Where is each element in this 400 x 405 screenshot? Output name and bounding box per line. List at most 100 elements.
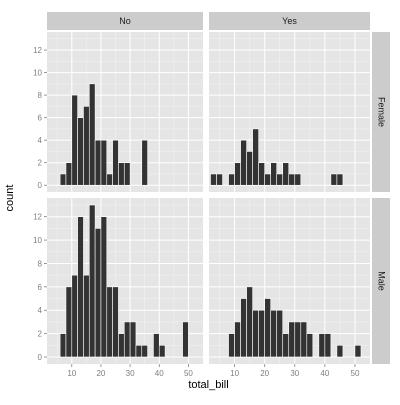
x-tick-label: 40 — [155, 369, 164, 378]
panel-female-yes-bar — [330, 173, 338, 186]
y-tick-label: 2 — [38, 330, 43, 339]
panel-male-no-bar — [123, 321, 131, 358]
x-tick-label: 30 — [290, 369, 299, 378]
panel-female-no-bar — [59, 173, 67, 186]
panel-female-no-bar — [65, 162, 73, 186]
panel-male-yes-bar — [324, 333, 332, 358]
panel-female-yes-bar — [264, 173, 271, 186]
panel-female-yes-background — [209, 32, 370, 192]
panel-male-yes-bar — [300, 321, 308, 358]
panel-female-yes-bar — [258, 162, 265, 186]
y-tick-label: 6 — [38, 114, 43, 123]
y-tick-label: 0 — [38, 353, 43, 362]
panel-male-no-bar — [94, 228, 102, 358]
y-tick-label: 6 — [38, 283, 43, 292]
y-tick-label: 8 — [38, 91, 43, 100]
strip-top-yes — [209, 12, 370, 30]
panel-female-yes-bar — [288, 173, 296, 186]
panel-male-no-bar — [65, 286, 73, 358]
y-tick-label: 12 — [33, 46, 42, 55]
panel-male-yes-bar — [294, 321, 302, 358]
panel-male-no-bar — [88, 204, 96, 358]
panel-male-yes-bar — [288, 321, 296, 358]
panel-male-no-bar — [106, 286, 113, 358]
strip-right-female — [372, 32, 390, 192]
panel-male-no-bar — [112, 286, 119, 358]
panel-female-no-bar — [88, 83, 96, 186]
x-tick-label: 50 — [184, 369, 193, 378]
strip-top-label-yes: Yes — [282, 16, 297, 26]
strip-right-label-female: Female — [377, 97, 387, 127]
panel-male-no-bar — [100, 216, 108, 358]
panel-female-yes-bar — [228, 173, 235, 186]
panel-female-yes-bar — [270, 162, 278, 186]
y-tick-label: 12 — [33, 213, 42, 222]
x-tick-label: 50 — [351, 369, 360, 378]
panel-male-yes-bar — [246, 286, 253, 358]
panel-female-yes-bar — [294, 173, 302, 186]
y-tick-label: 4 — [38, 306, 43, 315]
panel-female-yes-bar — [216, 173, 223, 186]
panel-female-no-bar — [141, 139, 148, 186]
panel-female-yes-bar — [240, 139, 247, 186]
x-tick-label: 10 — [230, 369, 239, 378]
panel-female-no-bar — [77, 117, 84, 186]
panel-female-yes-bar — [282, 162, 290, 186]
panel-male-no-bar — [118, 333, 125, 358]
panel-male-no-bar — [77, 216, 84, 358]
panel-male-yes-bar — [270, 309, 278, 358]
panel-male-yes-bar — [354, 344, 362, 358]
panel-male-no-bar — [129, 321, 137, 358]
panel-male-no-bar — [158, 344, 166, 358]
x-tick-label: 20 — [96, 369, 105, 378]
strip-right-male — [372, 198, 390, 364]
y-tick-label: 2 — [38, 159, 43, 168]
panel-male-no-bar — [71, 274, 78, 358]
panel-male-yes-bar — [282, 333, 290, 358]
y-tick-label: 10 — [33, 236, 42, 245]
panel-male-yes-bar — [264, 298, 271, 358]
panel-female-no-bar — [100, 139, 108, 186]
panel-female-no-bar — [112, 139, 119, 186]
panel-female-no-bar — [94, 139, 102, 186]
panel-male-yes-bar — [240, 298, 247, 358]
panel-male-no-bar — [83, 274, 90, 358]
panel-male-no-bar — [182, 321, 189, 358]
panel-male-yes-bar — [336, 344, 344, 358]
panel-male-no-bar — [135, 344, 143, 358]
y-tick-label: 8 — [38, 259, 43, 268]
panel-female-no-bar — [118, 162, 125, 186]
strip-right-label-male: Male — [377, 271, 387, 291]
x-axis-title: total_bill — [188, 379, 228, 391]
panel-male-yes-bar — [276, 309, 284, 358]
panel-male-no-bar — [141, 344, 148, 358]
panel-male-yes-bar — [252, 309, 259, 358]
x-tick-label: 30 — [126, 369, 135, 378]
y-axis-title: count — [4, 185, 16, 212]
x-tick-label: 10 — [67, 369, 76, 378]
panel-female-yes-bar — [276, 173, 284, 186]
panel-male-no-bar — [59, 333, 67, 358]
y-tick-label: 4 — [38, 136, 43, 145]
y-tick-label: 10 — [33, 69, 42, 78]
panel-female-yes-bar — [210, 173, 217, 186]
panel-female-no-bar — [71, 94, 78, 186]
panel-male-yes-bar — [306, 333, 314, 358]
y-tick-label: 0 — [38, 181, 43, 190]
panel-female-no-bar — [83, 106, 90, 186]
panel-female-no-bar — [106, 173, 113, 186]
panel-female-yes-bar — [246, 151, 253, 186]
panel-male-yes-bar — [228, 333, 235, 358]
panel-female-yes-bar — [336, 173, 344, 186]
x-tick-label: 20 — [260, 369, 269, 378]
panel-male-yes-bar — [234, 321, 241, 358]
panel-female-no-bar — [123, 162, 131, 186]
strip-top-label-no: No — [119, 16, 131, 26]
panel-male-yes-bar — [258, 309, 265, 358]
panel-female-yes-bar — [252, 128, 259, 186]
panel-male-yes-bar — [318, 333, 326, 358]
strip-top-no — [47, 12, 203, 30]
x-tick-label: 40 — [320, 369, 329, 378]
